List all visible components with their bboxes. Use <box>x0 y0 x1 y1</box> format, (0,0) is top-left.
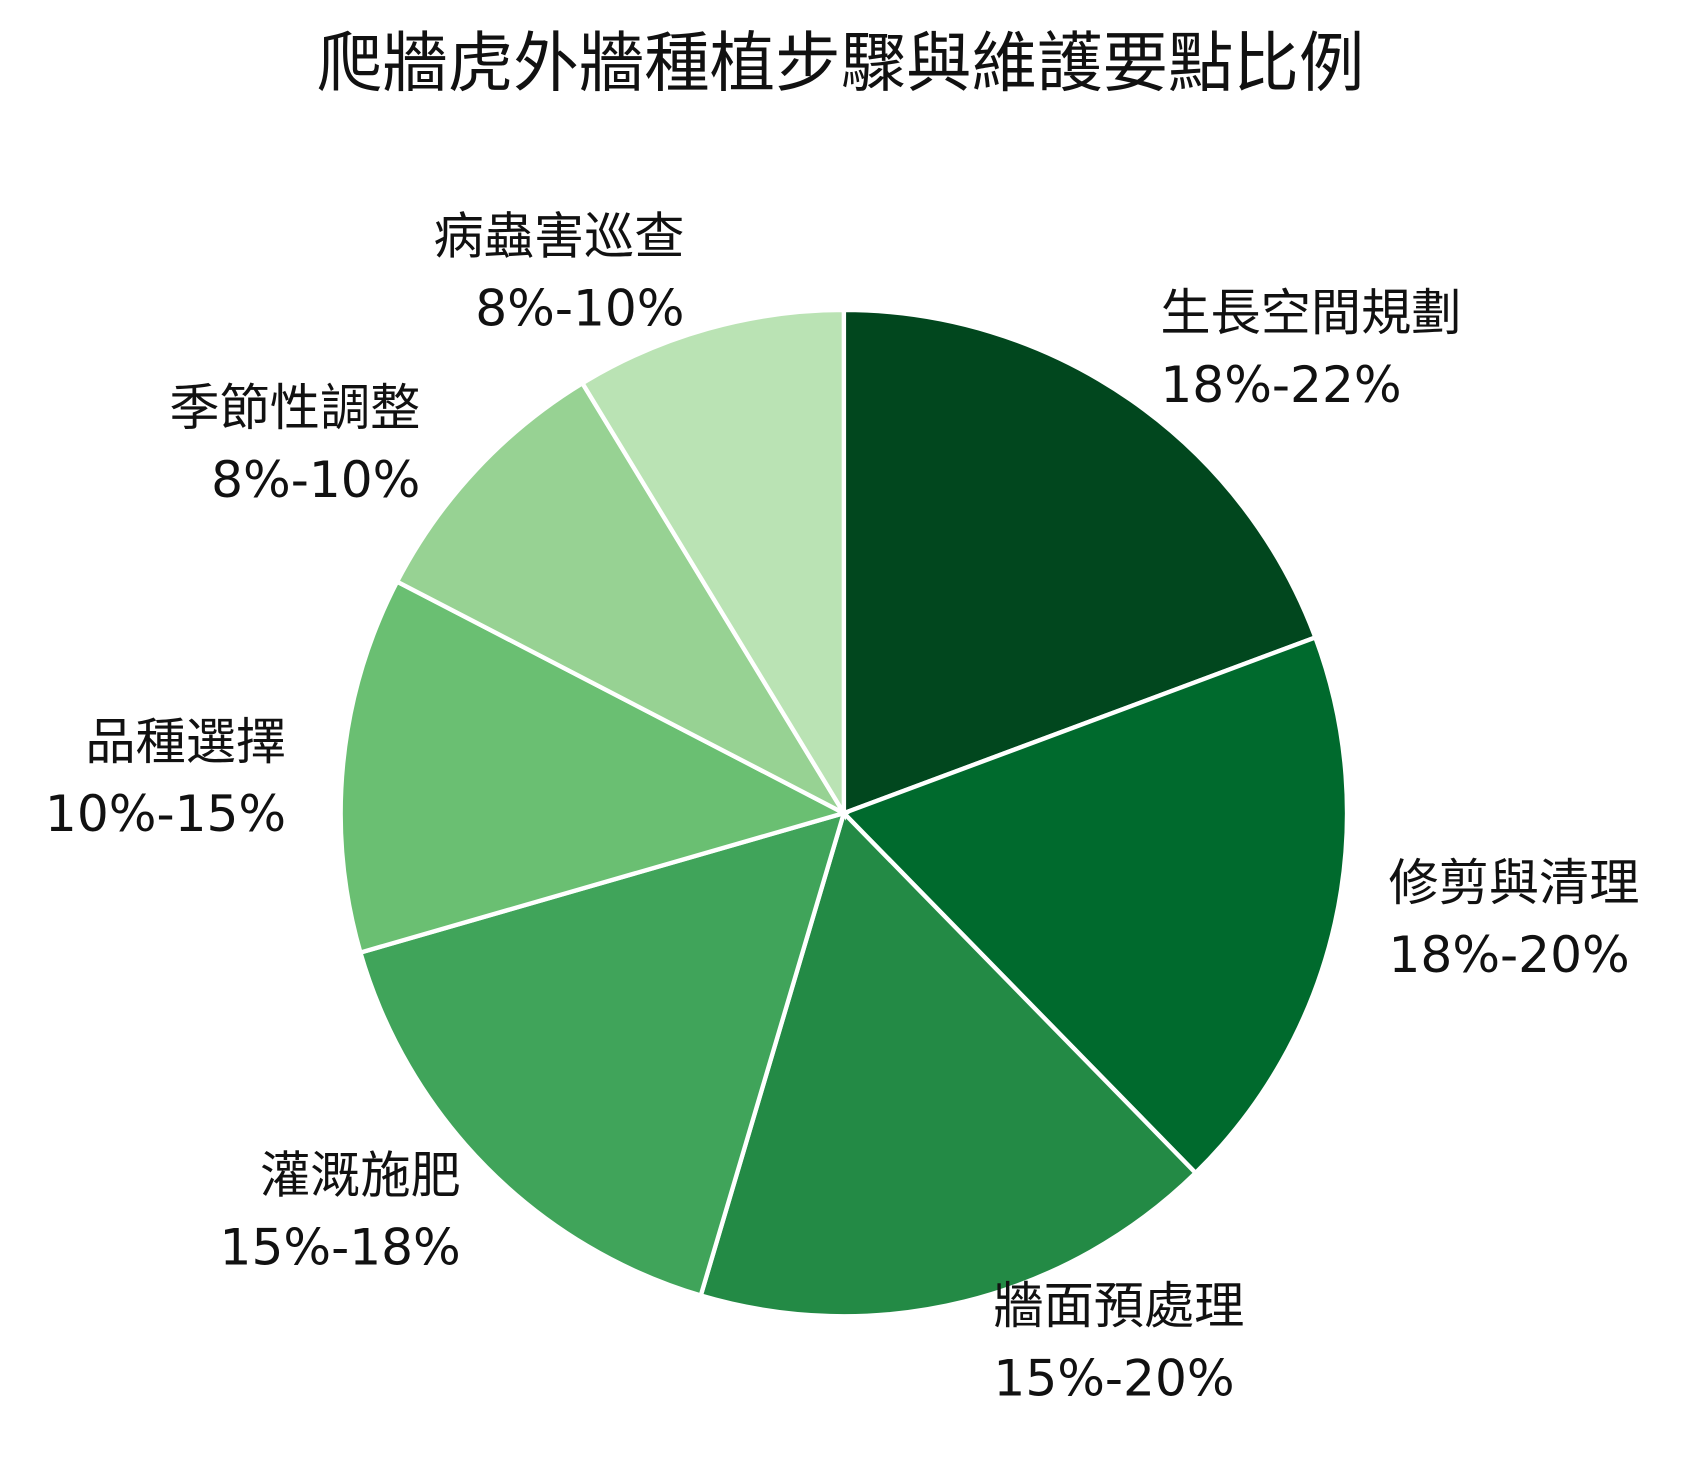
chart-title: 爬牆虎外牆種植步驟與維護要點比例 <box>317 26 1365 102</box>
slice-label: 季節性調整 <box>169 378 420 437</box>
slice-value-label: 18%-20% <box>1388 925 1629 984</box>
pie-slice <box>357 809 848 1299</box>
slice-label: 品種選擇 <box>85 712 286 771</box>
pie-slice <box>839 634 1350 1177</box>
pie-slice <box>394 380 850 819</box>
slice-label: 牆面預處理 <box>993 1276 1244 1335</box>
pie-slice <box>338 578 850 956</box>
slice-value-label: 18%-22% <box>1160 355 1401 414</box>
pie-slice <box>841 307 1319 817</box>
slice-label: 病蟲害巡查 <box>434 207 685 266</box>
slice-value-label: 15%-20% <box>993 1348 1234 1407</box>
slice-value-label: 15%-18% <box>220 1217 461 1276</box>
slice-label: 生長空間規劃 <box>1160 283 1461 342</box>
slice-value-label: 10%-15% <box>45 784 286 843</box>
pie-slice <box>698 808 1199 1319</box>
slice-label: 灌溉施肥 <box>260 1145 461 1204</box>
pie-slice <box>579 307 847 821</box>
slice-label: 修剪與清理 <box>1388 853 1639 912</box>
slice-value-label: 8%-10% <box>211 450 420 509</box>
slice-value-label: 8%-10% <box>475 279 684 338</box>
